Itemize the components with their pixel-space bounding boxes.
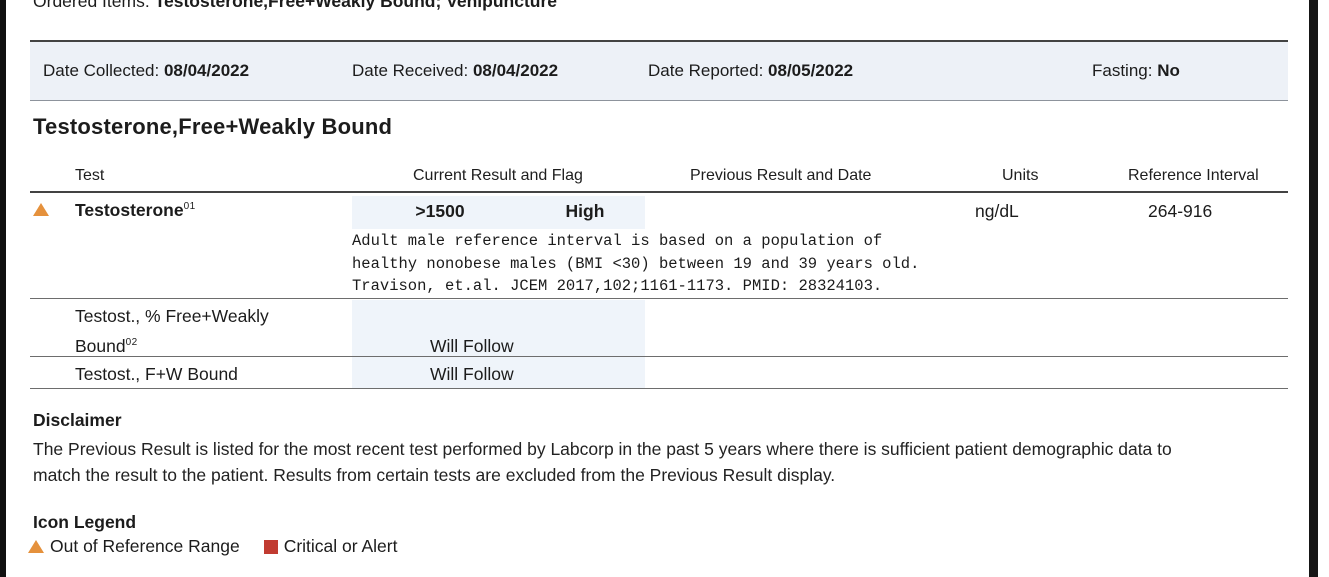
date-received-value: 08/04/2022 xyxy=(472,61,559,80)
icon-legend-heading: Icon Legend xyxy=(33,512,137,532)
date-info-bar: Date Collected: 08/04/2022 Date Received… xyxy=(30,42,1288,101)
ordered-items-value: Testosterone,Free+Weakly Bound; Venipunc… xyxy=(154,0,558,11)
fasting-value: No xyxy=(1157,61,1180,80)
column-header-units: Units xyxy=(1002,167,1039,184)
disclaimer-line: The Previous Result is listed for the mo… xyxy=(33,439,1172,459)
test-name-text: Testosterone xyxy=(75,200,184,220)
fasting-label: Fasting: xyxy=(1092,61,1153,80)
date-reported-value: 08/05/2022 xyxy=(768,61,854,80)
date-received-label: Date Received: xyxy=(352,61,469,80)
result-note-line: Adult male reference interval is based o… xyxy=(352,232,883,250)
current-result-value: >1500 xyxy=(415,201,465,221)
date-reported-label: Date Reported: xyxy=(648,61,764,80)
test-name-text: Bound xyxy=(75,336,126,356)
out-of-range-triangle-icon xyxy=(28,540,44,553)
icon-legend-row: Out of Reference Range Critical or Alert xyxy=(28,536,397,557)
table-header-divider xyxy=(30,191,1288,193)
column-header-current-result: Current Result and Flag xyxy=(413,167,583,184)
test-name: Bound02 xyxy=(75,336,138,357)
result-note-line: healthy nonobese males (BMI <30) between… xyxy=(352,254,920,273)
result-column-highlight xyxy=(352,196,645,229)
column-header-test: Test xyxy=(75,167,105,184)
top-divider xyxy=(30,40,1288,42)
row-divider xyxy=(30,356,1288,357)
reference-interval-value: 264-916 xyxy=(1148,201,1213,221)
row-divider xyxy=(30,388,1288,389)
ordered-items-line: Ordered Items: Testosterone,Free+Weakly … xyxy=(33,0,557,12)
date-collected-label: Date Collected: xyxy=(43,61,160,80)
result-note: Adult male reference interval is based o… xyxy=(352,230,919,298)
row-divider xyxy=(30,298,1288,299)
date-collected: Date Collected: 08/04/2022 xyxy=(43,61,249,81)
result-column-highlight xyxy=(352,300,645,389)
panel-title: Testosterone,Free+Weakly Bound xyxy=(33,114,393,139)
date-received: Date Received: 08/04/2022 xyxy=(352,61,558,81)
legend-out-of-range-label: Out of Reference Range xyxy=(50,536,240,556)
test-name: Testost., % Free+Weakly xyxy=(75,306,269,326)
critical-alert-square-icon xyxy=(263,539,278,554)
legend-critical-label: Critical or Alert xyxy=(283,536,398,556)
column-header-previous-result: Previous Result and Date xyxy=(690,167,872,184)
current-result-value: Will Follow xyxy=(430,364,514,384)
date-reported: Date Reported: 08/05/2022 xyxy=(648,61,853,81)
fasting-status: Fasting: No xyxy=(1092,61,1180,81)
date-collected-value: 08/04/2022 xyxy=(163,61,250,80)
page-right-border xyxy=(1309,0,1318,577)
test-name: Testosterone01 xyxy=(75,200,196,221)
disclaimer-heading: Disclaimer xyxy=(33,410,122,430)
current-result-value: Will Follow xyxy=(430,336,514,356)
column-header-reference-interval: Reference Interval xyxy=(1128,167,1259,184)
disclaimer-text: The Previous Result is listed for the mo… xyxy=(33,436,1172,488)
disclaimer-line: match the result to the patient. Results… xyxy=(33,465,836,485)
page-left-border xyxy=(0,0,6,577)
result-note-line: Travison, et.al. JCEM 2017,102;1161-1173… xyxy=(352,277,883,296)
test-name: Testost., F+W Bound xyxy=(75,364,238,384)
test-footnote-code: 01 xyxy=(183,201,196,213)
result-flag: High xyxy=(565,201,605,221)
out-of-range-triangle-icon xyxy=(33,203,49,216)
test-footnote-code: 02 xyxy=(125,337,138,349)
ordered-items-label: Ordered Items: xyxy=(33,0,150,11)
units-value: ng/dL xyxy=(975,201,1019,221)
